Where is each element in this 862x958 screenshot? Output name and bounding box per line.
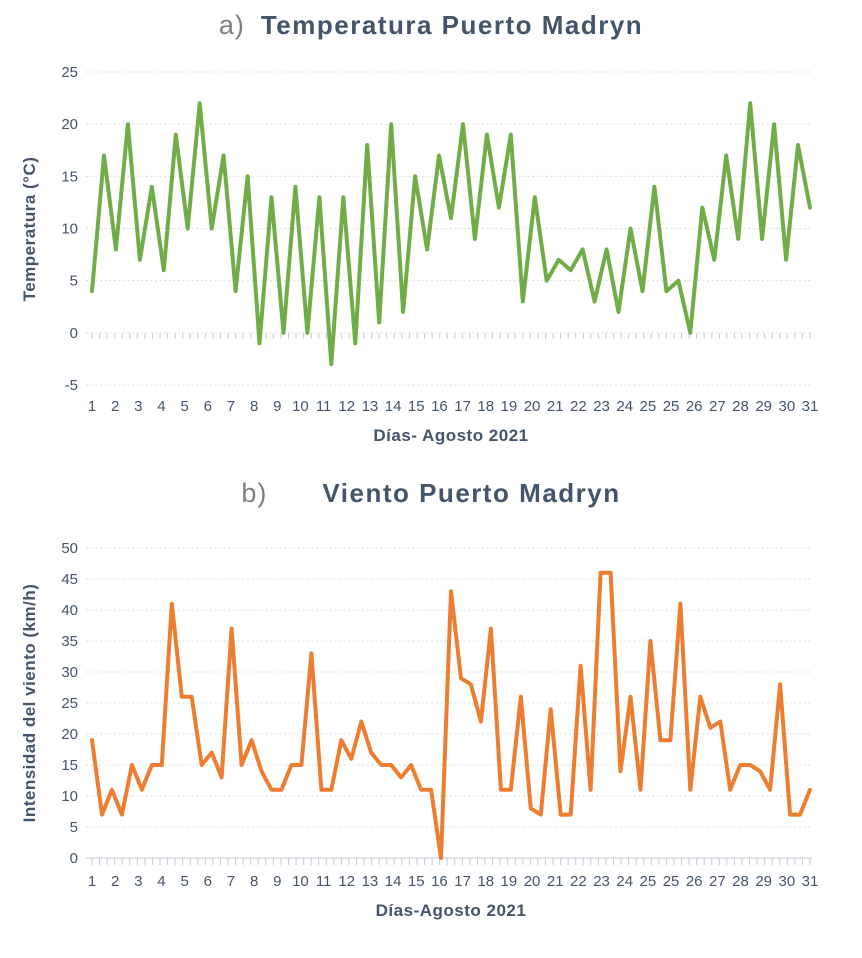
x-tick-label: 31 (802, 873, 819, 890)
series-line (90, 101, 812, 367)
x-tick-label: 20 (524, 873, 541, 890)
x-tick-label: 4 (157, 873, 165, 890)
x-tick-label: 11 (316, 873, 332, 890)
x-tick-label: 23 (593, 398, 610, 415)
x-tick-label: 28 (732, 873, 749, 890)
x-tick-label: 6 (204, 398, 212, 415)
y-tick-label: 35 (61, 633, 78, 650)
y-tick-label: 20 (61, 116, 78, 133)
chart-b-y-axis-title: Intensidad del viento (km/h) (20, 583, 39, 823)
y-tick-label: 30 (61, 664, 78, 681)
y-tick-label: 15 (61, 757, 78, 774)
x-tick-label: 17 (454, 398, 471, 415)
x-tick-label: 20 (524, 398, 541, 415)
x-tick-label: 4 (157, 398, 165, 415)
y-tick-label: 0 (70, 850, 78, 867)
x-tick-label: 18 (477, 398, 494, 415)
y-tick-label: 0 (70, 325, 78, 342)
x-tick-label: 26 (686, 873, 703, 890)
chart-b-title: Viento Puerto Madryn (322, 478, 621, 508)
x-tick-label: 25 (663, 873, 680, 890)
x-tick-label: 12 (338, 873, 355, 890)
x-tick-label: 24 (616, 398, 633, 415)
x-tick-label: 23 (593, 873, 610, 890)
x-tick-label: 19 (501, 873, 518, 890)
x-tick-label: 16 (431, 398, 448, 415)
x-tick-label: 27 (709, 873, 726, 890)
x-tick-label: 27 (709, 398, 726, 415)
x-tick-label: 2 (111, 398, 119, 415)
y-tick-label: 10 (61, 788, 78, 805)
chart-b-title-row: b) Viento Puerto Madryn (0, 478, 862, 509)
x-tick-label: 3 (134, 398, 142, 415)
x-tick-label: 2 (111, 873, 119, 890)
x-tick-label: 31 (802, 398, 819, 415)
x-tick-label: 21 (547, 873, 564, 890)
x-tick-label: 29 (755, 873, 772, 890)
x-tick-label: 14 (385, 873, 402, 890)
chart-b-panel-label: b) (241, 478, 268, 508)
x-tick-label: 11 (316, 398, 332, 415)
x-tick-label: 13 (362, 873, 379, 890)
chart-a-y-axis-title: Temperatura (°C) (20, 156, 39, 302)
y-tick-label: 15 (61, 168, 78, 185)
y-tick-label: 40 (61, 602, 78, 619)
y-tick-label: 5 (70, 273, 78, 290)
x-tick-label: 19 (501, 398, 518, 415)
x-tick-label: 5 (180, 873, 188, 890)
chart-b-x-axis-title: Días-Agosto 2021 (375, 901, 527, 920)
x-tick-label: 8 (250, 398, 258, 415)
x-tick-label: 28 (732, 398, 749, 415)
x-tick-label: 15 (408, 398, 425, 415)
x-tick-label: 24 (616, 873, 633, 890)
series-line (90, 570, 812, 860)
x-tick-label: 22 (570, 873, 587, 890)
x-tick-label: 25 (640, 398, 657, 415)
chart-a-x-axis-title: Días- Agosto 2021 (373, 426, 529, 445)
x-tick-label: 29 (755, 398, 772, 415)
x-tick-label: 12 (338, 398, 355, 415)
x-tick-label: 1 (88, 398, 96, 415)
x-tick-label: 14 (385, 398, 402, 415)
x-tick-label: 6 (204, 873, 212, 890)
x-tick-label: 8 (250, 873, 258, 890)
x-tick-label: 1 (88, 873, 96, 890)
chart-a-title: Temperatura Puerto Madryn (260, 10, 644, 40)
x-tick-label: 7 (227, 398, 235, 415)
x-tick-label: 22 (570, 398, 587, 415)
x-tick-label: 16 (431, 873, 448, 890)
y-tick-label: 45 (61, 571, 78, 588)
chart-a-panel-label: a) (218, 10, 245, 40)
x-tick-label: 13 (362, 398, 379, 415)
y-tick-label: 20 (61, 726, 78, 743)
x-tick-label: 30 (778, 873, 795, 890)
x-tick-label: 3 (134, 873, 142, 890)
x-tick-label: 30 (778, 398, 795, 415)
x-tick-label: 9 (273, 398, 281, 415)
x-tick-label: 18 (477, 873, 494, 890)
x-tick-label: 7 (227, 873, 235, 890)
x-tick-label: 17 (454, 873, 471, 890)
y-tick-label: 25 (61, 64, 78, 81)
x-tick-label: 9 (273, 873, 281, 890)
x-tick-label: 15 (408, 873, 425, 890)
y-tick-label: -5 (65, 377, 78, 394)
y-tick-label: 10 (61, 221, 78, 238)
x-tick-label: 25 (663, 398, 680, 415)
x-tick-label: 10 (292, 398, 309, 415)
y-tick-label: 5 (70, 819, 78, 836)
chart-a-title-row: a) Temperatura Puerto Madryn (0, 10, 862, 41)
x-tick-label: 10 (292, 873, 309, 890)
x-tick-label: 26 (686, 398, 703, 415)
x-tick-label: 25 (640, 873, 657, 890)
x-tick-label: 5 (180, 398, 188, 415)
x-tick-label: 21 (547, 398, 564, 415)
y-tick-label: 50 (61, 540, 78, 557)
y-tick-label: 25 (61, 695, 78, 712)
